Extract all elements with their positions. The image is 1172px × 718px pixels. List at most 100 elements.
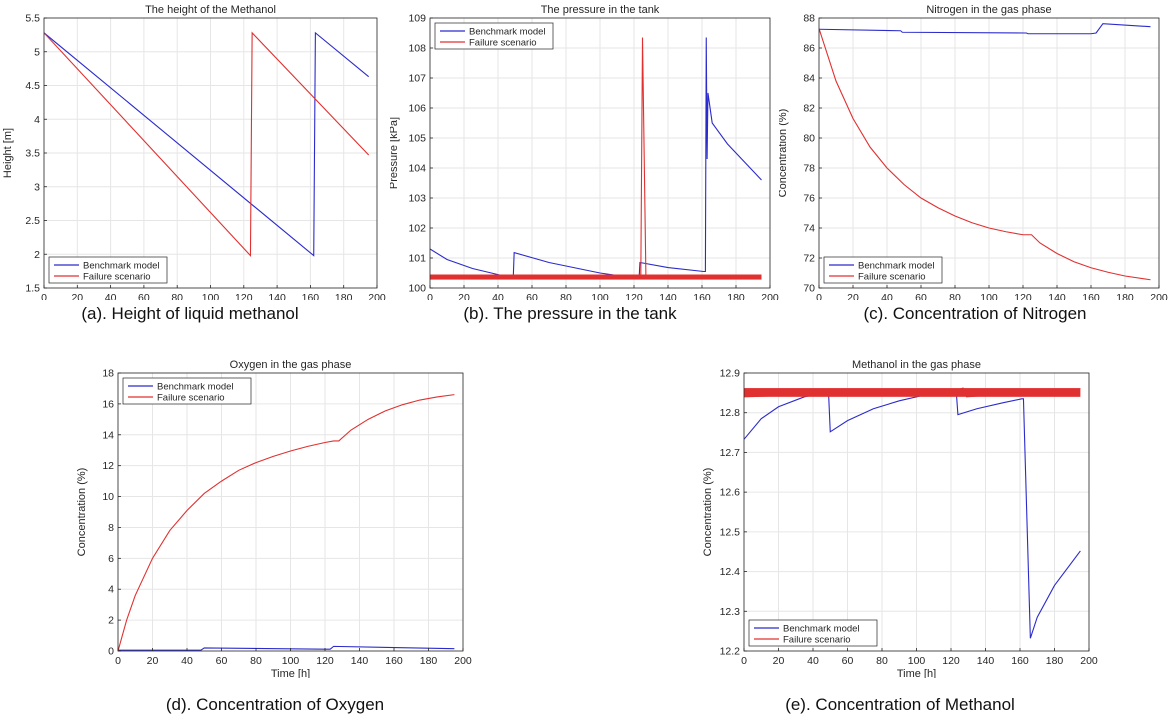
y-tick-label: 0 — [108, 646, 114, 658]
y-tick-label: 2 — [108, 615, 114, 627]
x-tick-label: 80 — [171, 292, 183, 300]
y-tick-label: 12.8 — [720, 407, 741, 419]
y-axis-label: Height [m] — [2, 128, 14, 178]
x-tick-label: 100 — [980, 292, 998, 300]
x-tick-label: 0 — [816, 292, 822, 300]
x-tick-label: 120 — [1014, 292, 1032, 300]
y-tick-label: 72 — [803, 253, 815, 265]
x-tick-label: 0 — [41, 292, 47, 300]
series-line-failure — [44, 31, 370, 257]
legend-box — [748, 619, 878, 647]
y-tick-label: 12.2 — [720, 646, 741, 658]
chart-title: Oxygen in the gas phase — [230, 359, 352, 371]
series-band-failure — [744, 388, 1081, 397]
y-axis-label: Pressure [kPa] — [390, 117, 400, 189]
y-tick-label: 1.5 — [25, 283, 40, 295]
x-tick-label: 140 — [351, 655, 369, 667]
y-axis-label: Concentration (%) — [76, 468, 88, 557]
x-tick-label: 0 — [115, 655, 121, 667]
y-tick-label: 12 — [102, 460, 114, 472]
y-tick-label: 5.5 — [25, 13, 40, 25]
x-tick-label: 60 — [915, 292, 927, 300]
chart-svg-d: 0 20 40 60 80 100 120 140 160 180 200 0 2 4 6 8 10 12 14 16… — [76, 359, 472, 680]
y-tick-label: 3.5 — [25, 148, 40, 160]
x-tick-label: 120 — [316, 655, 334, 667]
x-tick-label: 20 — [71, 292, 83, 300]
y-tick-label: 3 — [34, 181, 40, 193]
chart-title: The height of the Methanol — [145, 4, 276, 16]
x-tick-label: 40 — [881, 292, 893, 300]
x-tick-label: 120 — [625, 292, 643, 300]
y-tick-label: 101 — [408, 253, 426, 265]
x-tick-label: 100 — [282, 655, 300, 667]
y-tick-label: 2 — [34, 249, 40, 261]
y-tick-label: 70 — [803, 283, 815, 295]
x-tick-label: 180 — [335, 292, 353, 300]
chart-title: Nitrogen in the gas phase — [926, 4, 1051, 16]
y-tick-label: 2.5 — [25, 215, 40, 227]
y-tick-label: 103 — [408, 193, 426, 205]
y-tick-label: 100 — [408, 283, 426, 295]
x-tick-label: 20 — [147, 655, 159, 667]
legend-box — [434, 22, 554, 50]
y-tick-label: 5 — [34, 46, 40, 58]
y-tick-label: 104 — [408, 163, 426, 175]
y-tick-label: 4 — [108, 584, 114, 596]
legend-box — [823, 256, 943, 284]
y-tick-label: 88 — [803, 13, 815, 25]
y-tick-label: 4.5 — [25, 80, 40, 92]
y-tick-label: 78 — [803, 163, 815, 175]
chart-title: The pressure in the tank — [541, 4, 660, 16]
x-tick-label: 140 — [977, 655, 995, 667]
x-tick-label: 40 — [181, 655, 193, 667]
chart-svg-e: 0 20 40 60 80 100 120 140 160 180 200 12.2 12.3 12.4 1… — [702, 359, 1098, 680]
y-tick-label: 6 — [108, 553, 114, 565]
y-tick-label: 18 — [102, 368, 114, 380]
x-tick-label: 20 — [773, 655, 785, 667]
x-tick-label: 200 — [368, 292, 386, 300]
legend-box — [48, 256, 168, 284]
x-axis-label: Time [h] — [897, 668, 936, 678]
x-tick-label: 40 — [492, 292, 504, 300]
x-tick-label: 200 — [1150, 292, 1168, 300]
y-tick-label: 12.9 — [720, 368, 741, 380]
y-tick-label: 12.3 — [720, 606, 741, 618]
y-axis-label: Concentration (%) — [779, 109, 789, 198]
x-tick-label: 60 — [138, 292, 150, 300]
x-tick-label: 140 — [268, 292, 286, 300]
chart-panel-b: 0 20 40 60 80 100 120 140 160 180 200 100 101 102 103 1… — [388, 0, 782, 317]
x-tick-label: 0 — [741, 655, 747, 667]
legend-label-benchmark: Benchmark model — [858, 260, 935, 271]
x-tick-label: 200 — [761, 292, 779, 300]
y-tick-label: 12.7 — [720, 447, 741, 459]
legend-label-benchmark: Benchmark model — [469, 26, 546, 37]
x-tick-label: 60 — [526, 292, 538, 300]
y-tick-label: 10 — [102, 491, 114, 503]
y-tick-label: 74 — [803, 223, 815, 235]
x-axis-label: Time [h] — [271, 668, 310, 678]
x-tick-label: 20 — [458, 292, 470, 300]
caption-a: (a). Height of liquid methanol — [81, 304, 299, 323]
y-tick-label: 76 — [803, 193, 815, 205]
caption-c: (c). Concentration of Nitrogen — [863, 304, 1087, 323]
y-tick-label: 16 — [102, 398, 114, 410]
x-tick-label: 80 — [560, 292, 572, 300]
x-tick-label: 140 — [1048, 292, 1066, 300]
y-tick-label: 105 — [408, 133, 426, 145]
legend-label-benchmark: Benchmark model — [157, 381, 234, 392]
y-tick-label: 14 — [102, 429, 114, 441]
y-tick-label: 4 — [34, 114, 40, 126]
y-tick-label: 106 — [408, 103, 426, 115]
chart-svg-c: 0 20 40 60 80 100 120 140 160 180 200 70 72 74 76 78 80 8… — [777, 4, 1168, 317]
x-tick-label: 60 — [216, 655, 228, 667]
grid-lines — [818, 17, 1160, 289]
chart-panel-a: 0 20 40 60 80 100 120 140 160 180 200 1.5 2 2.5 3 3.5 4 4… — [0, 0, 392, 317]
x-tick-label: 180 — [1116, 292, 1134, 300]
x-tick-label: 120 — [942, 655, 960, 667]
legend-label-failure: Failure scenario — [83, 271, 151, 282]
y-tick-label: 107 — [408, 73, 426, 85]
chart-panel-d: 0 20 40 60 80 100 120 140 160 180 200 0 2 4 6 8 10 12 14 16… — [60, 358, 480, 680]
